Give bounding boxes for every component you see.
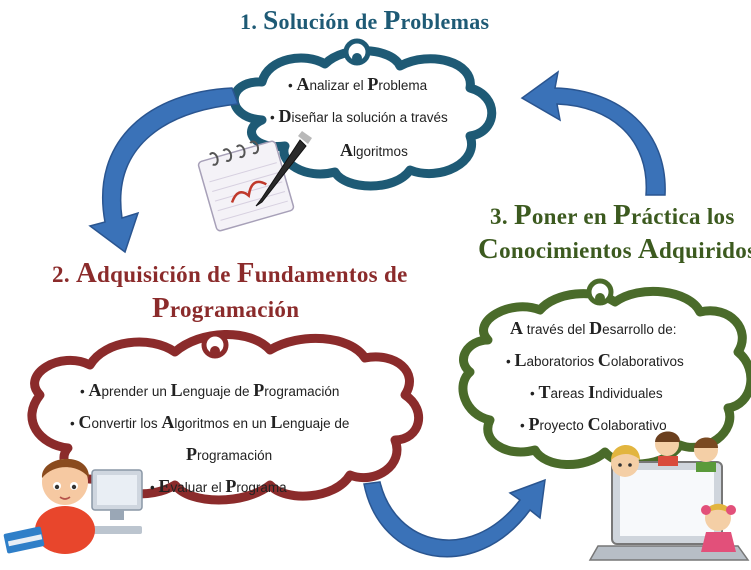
stage3-intro: A través del Desarrollo de: xyxy=(510,318,677,338)
arrow-stage3-to-stage1 xyxy=(520,70,666,196)
stage2-bullet-3-text: Evaluar el Programa xyxy=(158,476,287,496)
stage3-bullet-3: • Proyecto Colaborativo xyxy=(520,414,667,434)
arrow-stage1-to-stage2 xyxy=(88,87,240,254)
stage3-bullet-2-text: Tareas Individuales xyxy=(538,382,663,402)
notepad-pen-icon xyxy=(197,131,312,232)
stage1-bullet-2: • Diseñar la solución a través xyxy=(270,106,448,126)
stage1-bullet-2-text: Diseñar la solución a través xyxy=(278,106,448,126)
stage2-continuation: Programación xyxy=(186,444,273,464)
stage2-title-line2: Programación xyxy=(152,292,300,324)
stage2-bullet-1: • Aprender un Lenguaje de Programación xyxy=(80,380,340,400)
stage3-bullet-2: • Tareas Individuales xyxy=(530,382,663,402)
stage2-bullet-3: • Evaluar el Programa xyxy=(150,476,287,496)
arrow-stage2-to-stage3 xyxy=(363,478,546,558)
stage2-title-line1: 2. Adquisición de Fundamentos de xyxy=(52,257,408,289)
kids-laptop-icon xyxy=(588,431,750,561)
stage3-bullet-1: • Laboratorios Colaborativos xyxy=(506,350,684,370)
stage1-bullet-1-text: Analizar el Problema xyxy=(296,74,428,94)
stage3-title-line1: 3. Poner en Práctica los xyxy=(490,199,735,231)
stage3-title-line2: Conocimientos Adquiridos xyxy=(478,233,751,265)
stage3-bullet-3-text: Proyecto Colaborativo xyxy=(528,414,667,434)
stage1-title: 1. Solución de Problemas xyxy=(240,4,490,35)
child-computer-icon xyxy=(3,458,143,554)
stage1-bullet-1: • Analizar el Problema xyxy=(288,74,428,94)
stage2-bullet-2: • Convertir los Algoritmos en un Lenguaj… xyxy=(70,412,350,432)
stage2-bullet-1-text: Aprender un Lenguaje de Programación xyxy=(88,380,340,400)
stage3-bullet-1-text: Laboratorios Colaborativos xyxy=(514,350,684,370)
stage1-continuation: Algoritmos xyxy=(340,140,408,160)
stage2-bullet-2-text: Convertir los Algoritmos en un Lenguaje … xyxy=(78,412,350,432)
cloud-stage-3 xyxy=(458,278,751,469)
